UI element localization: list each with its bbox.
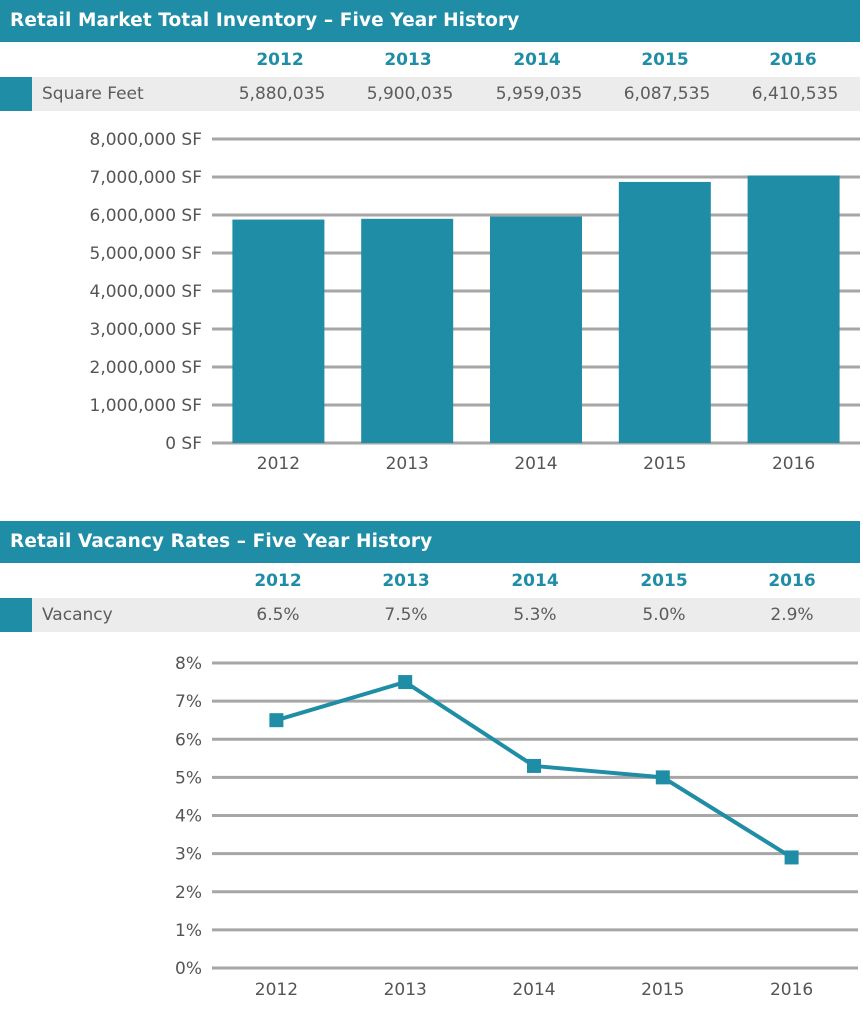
- vacancy-line-chart: 0% 1% 2% 3% 4% 5% 6% 7% 8% 2012 2013 2014 2015 2016: [175, 654, 858, 1000]
- x-tick-label: 2012: [257, 454, 300, 474]
- x-tick-label: 2016: [770, 980, 813, 1000]
- row-swatch: [0, 598, 32, 632]
- x-tick-label: 2014: [514, 454, 557, 474]
- row-value: 5,900,035: [366, 84, 454, 104]
- y-tick-label: 5%: [175, 768, 202, 788]
- year-header: 2012: [256, 50, 304, 70]
- y-tick-label: 4%: [175, 807, 202, 827]
- y-tick-label: 8%: [175, 654, 202, 674]
- vacancy-row: Vacancy 6.5% 7.5% 5.3% 5.0% 2.9%: [0, 598, 860, 632]
- bar: [361, 218, 454, 443]
- bar: [618, 181, 711, 443]
- row-swatch: [0, 77, 32, 111]
- y-tick-label: 1%: [175, 921, 202, 941]
- row-value: 6.5%: [256, 605, 300, 625]
- y-tick-label: 3,000,000 SF: [90, 320, 203, 340]
- x-tick-label: 2013: [384, 980, 427, 1000]
- bar: [747, 175, 840, 444]
- row-value: 5,880,035: [238, 84, 326, 104]
- row-value: 5.3%: [513, 605, 557, 625]
- y-tick-label: 2,000,000 SF: [90, 358, 203, 378]
- x-tick-label: 2012: [255, 980, 298, 1000]
- year-header: 2014: [513, 50, 561, 70]
- year-header: 2012: [254, 571, 302, 591]
- x-tick-label: 2013: [386, 454, 429, 474]
- year-header: 2015: [641, 50, 689, 70]
- inventory-header: Retail Market Total Inventory – Five Yea…: [0, 0, 860, 42]
- y-tick-label: 8,000,000 SF: [90, 130, 203, 150]
- row-label: Vacancy: [42, 605, 113, 625]
- data-point: [269, 713, 284, 728]
- y-tick-label: 2%: [175, 883, 202, 903]
- row-label: Square Feet: [42, 84, 144, 104]
- data-point: [655, 770, 670, 785]
- year-header: 2013: [382, 571, 430, 591]
- row-value: 5.0%: [642, 605, 686, 625]
- x-tick-label: 2015: [643, 454, 686, 474]
- data-point: [784, 850, 799, 865]
- x-tick-label: 2014: [512, 980, 555, 1000]
- year-header: 2016: [768, 571, 816, 591]
- data-point: [398, 675, 413, 690]
- vacancy-header: Retail Vacancy Rates – Five Year History: [0, 521, 860, 563]
- row-value: 5,959,035: [495, 84, 583, 104]
- year-header: 2016: [769, 50, 817, 70]
- y-tick-label: 5,000,000 SF: [90, 244, 203, 264]
- y-tick-label: 7%: [175, 692, 202, 712]
- y-tick-label: 6,000,000 SF: [90, 206, 203, 226]
- x-tick-label: 2016: [772, 454, 815, 474]
- year-header: 2015: [640, 571, 688, 591]
- y-tick-label: 7,000,000 SF: [90, 168, 203, 188]
- row-value: 6,087,535: [623, 84, 711, 104]
- inventory-bar-chart: 0 SF 1,000,000 SF 2,000,000 SF 3,000,000 SF…: [90, 130, 860, 474]
- year-header: 2014: [511, 571, 559, 591]
- row-value: 7.5%: [384, 605, 428, 625]
- x-tick-label: 2015: [641, 980, 684, 1000]
- row-value: 2.9%: [770, 605, 814, 625]
- bar: [232, 219, 325, 443]
- y-tick-label: 6%: [175, 730, 202, 750]
- year-header: 2013: [384, 50, 432, 70]
- row-value: 6,410,535: [751, 84, 839, 104]
- y-tick-label: 4,000,000 SF: [90, 282, 203, 302]
- y-tick-label: 0%: [175, 959, 202, 979]
- y-tick-label: 1,000,000 SF: [90, 396, 203, 416]
- y-tick-label: 0 SF: [165, 434, 202, 454]
- data-point: [527, 758, 541, 773]
- bar: [490, 216, 582, 443]
- square-feet-row: Square Feet 5,880,035 5,900,035 5,959,03…: [0, 77, 860, 111]
- y-tick-label: 3%: [175, 845, 202, 865]
